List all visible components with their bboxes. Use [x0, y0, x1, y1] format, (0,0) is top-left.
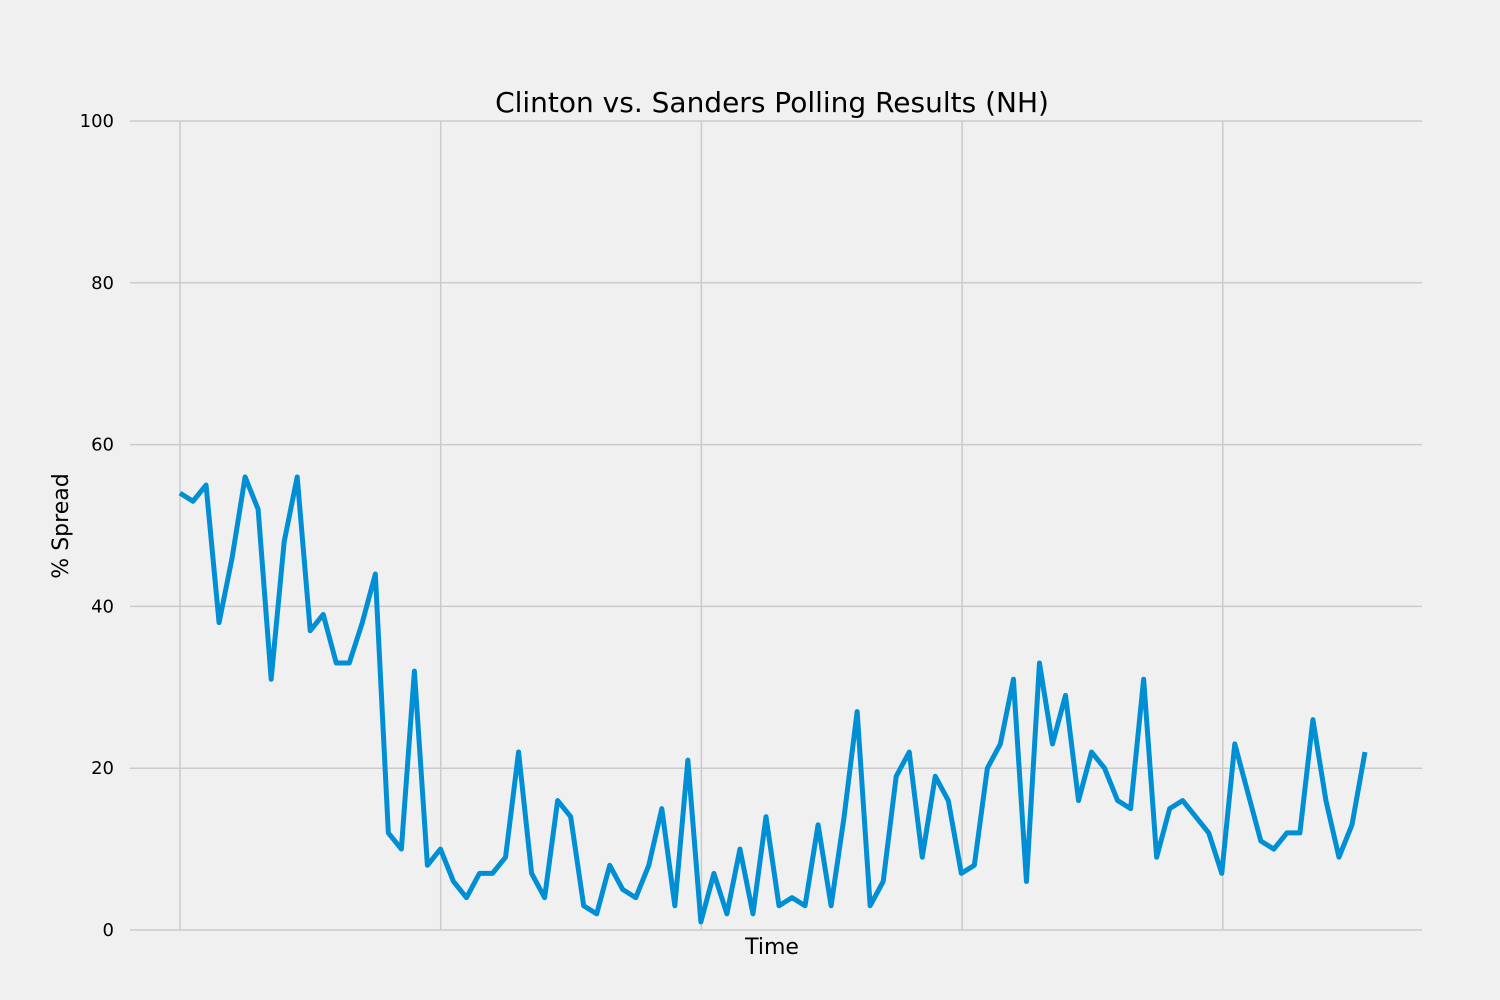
y-tick-label: 60	[91, 435, 114, 456]
x-axis-label: Time	[744, 935, 799, 960]
horizontal-gridlines	[130, 120, 1422, 931]
y-tick-label: 40	[91, 596, 114, 617]
y-axis-ticks: 0 20 40 60 80 100	[80, 111, 114, 941]
series-line	[178, 474, 1368, 925]
y-tick-label: 100	[80, 111, 114, 132]
y-tick-label: 0	[103, 920, 114, 941]
chart-title: Clinton vs. Sanders Polling Results (NH)	[495, 86, 1049, 119]
vertical-gridlines	[179, 121, 1224, 930]
y-tick-label: 20	[91, 758, 114, 779]
y-tick-label: 80	[91, 273, 114, 294]
y-axis-label: % Spread	[49, 473, 74, 578]
